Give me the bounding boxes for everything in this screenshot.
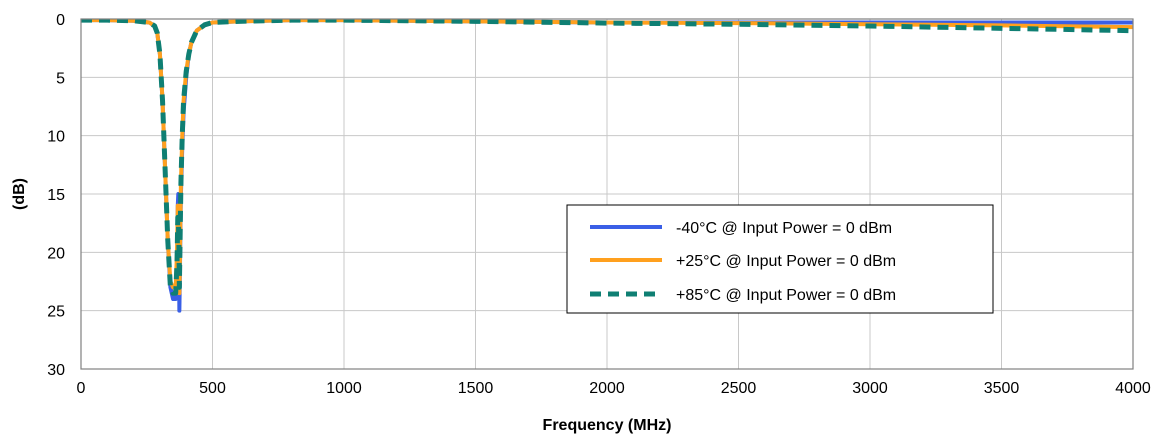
- legend-label-minus40: -40°C @ Input Power = 0 dBm: [676, 220, 892, 237]
- x-tick-label: 3500: [984, 380, 1020, 397]
- x-axis-label: Frequency (MHz): [543, 417, 672, 434]
- y-tick-label: 25: [47, 304, 65, 321]
- y-axis-label: (dB): [11, 178, 28, 210]
- x-tick-label: 4000: [1115, 380, 1151, 397]
- series-layer: [81, 19, 1133, 313]
- y-tick-label: 20: [47, 245, 65, 262]
- x-tick-label: 2500: [721, 380, 757, 397]
- x-tick-label: 1000: [326, 380, 362, 397]
- y-tick-label: 15: [47, 187, 65, 204]
- x-tick-label: 500: [199, 380, 226, 397]
- legend: -40°C @ Input Power = 0 dBm +25°C @ Inpu…: [566, 204, 994, 314]
- tick-labels: 0 500 1000 1500 2000 2500 3000 3500 4000 0 5 10 15 20…: [47, 12, 1151, 397]
- plot-border: [80, 18, 1134, 370]
- legend-label-plus25: +25°C @ Input Power = 0 dBm: [676, 253, 896, 270]
- y-tick-label: 5: [56, 70, 65, 87]
- legend-label-plus85: +85°C @ Input Power = 0 dBm: [676, 287, 896, 304]
- x-tick-label: 3000: [852, 380, 888, 397]
- x-tick-label: 0: [77, 380, 86, 397]
- y-tick-label: 30: [47, 362, 65, 379]
- x-tick-label: 1500: [458, 380, 494, 397]
- y-tick-label: 0: [56, 12, 65, 29]
- y-tick-label: 10: [47, 129, 65, 146]
- x-tick-label: 2000: [589, 380, 625, 397]
- series-line-2: [81, 19, 1133, 296]
